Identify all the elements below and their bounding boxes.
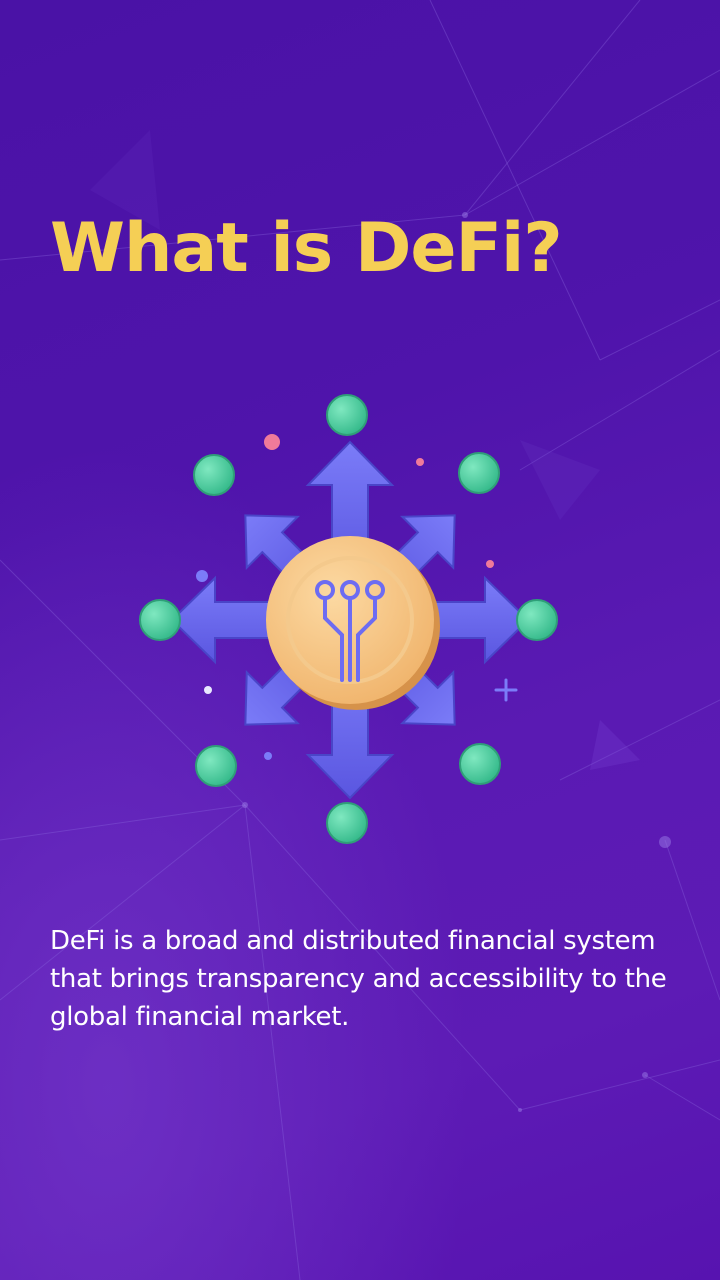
coin-icon (266, 536, 440, 710)
description-text: DeFi is a broad and distributed financia… (50, 926, 667, 1032)
page-title: What is DeFi? (50, 209, 563, 288)
sparkle-icons (196, 434, 518, 760)
defi-network-icon (139, 394, 558, 844)
node-icons (139, 394, 558, 844)
